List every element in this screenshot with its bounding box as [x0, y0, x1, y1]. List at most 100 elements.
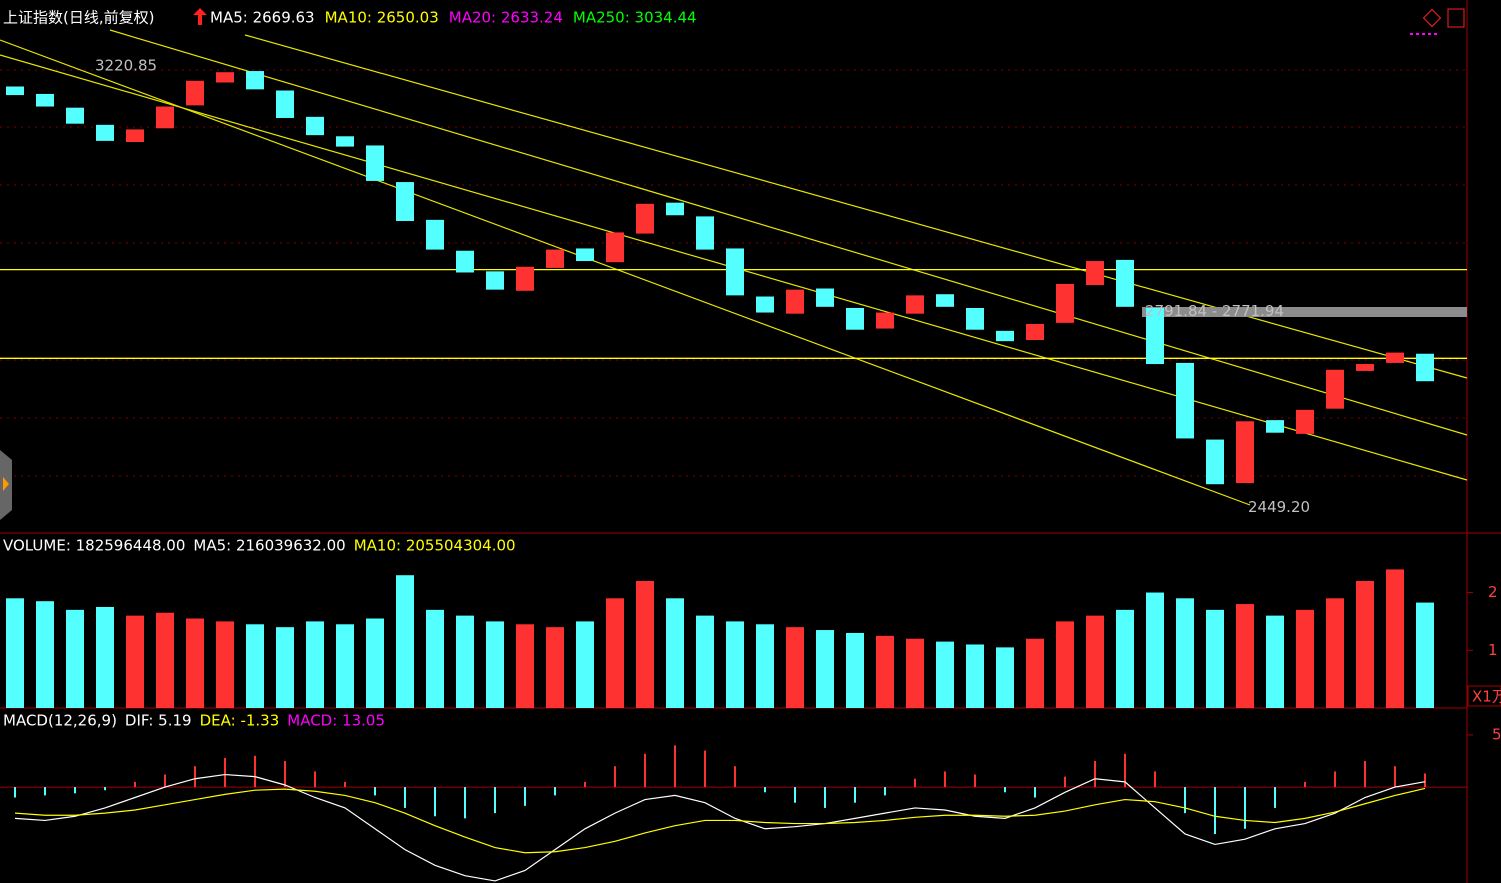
- indicator-label: MA10: 205504304.00: [354, 537, 516, 555]
- candle-body: [966, 307, 984, 330]
- header: 上证指数(日线,前复权): [3, 8, 207, 27]
- unit-label: X1万: [1472, 688, 1501, 706]
- candle-body: [426, 219, 444, 250]
- y-tick-label: 5: [1492, 725, 1501, 743]
- volume-bar: [6, 598, 24, 708]
- candle-body: [1386, 352, 1404, 363]
- candle-body: [96, 124, 114, 141]
- volume-bar: [396, 575, 414, 708]
- indicator-label: MA250: 3034.44: [573, 9, 697, 27]
- volume-bar: [1056, 621, 1074, 708]
- volume-bar: [1236, 604, 1254, 708]
- candle-body: [636, 203, 654, 234]
- candle-body: [726, 248, 744, 296]
- window-button[interactable]: [1447, 8, 1465, 28]
- volume-bar: [816, 630, 834, 708]
- candle-body: [1356, 364, 1374, 371]
- candle-body: [906, 295, 924, 314]
- volume-bar: [426, 609, 444, 708]
- candle-body: [396, 182, 414, 221]
- candle-body: [786, 289, 804, 314]
- candle-body: [666, 202, 684, 216]
- volume-bar: [576, 621, 594, 708]
- dea-line: [14, 787, 1426, 854]
- volume-bar: [636, 580, 654, 708]
- volume-bar: [546, 627, 564, 708]
- candle-body: [126, 129, 144, 143]
- volume-bar: [156, 612, 174, 708]
- candle-body: [1056, 283, 1074, 323]
- volume-bar: [1026, 638, 1044, 708]
- volume-bar: [276, 627, 294, 708]
- volume-bar: [1086, 615, 1104, 708]
- volume-bar: [336, 624, 354, 708]
- candle-body: [696, 216, 714, 250]
- volume-bar: [666, 598, 684, 708]
- indicator-label: VOLUME: 182596448.00: [3, 537, 185, 555]
- volume-bar: [936, 641, 954, 708]
- volume-bar: [126, 615, 144, 708]
- chart-title: 上证指数(日线,前复权): [3, 9, 154, 27]
- indicator-label: MA10: 2650.03: [325, 9, 439, 27]
- candle-body: [1026, 323, 1044, 341]
- indicator-label: DIF: 5.19: [125, 712, 192, 730]
- candle-body: [276, 90, 294, 118]
- side-tab-arrow: [3, 477, 9, 491]
- candle-body: [1086, 261, 1104, 286]
- volume-bar: [1116, 609, 1134, 708]
- volume-bar: [996, 647, 1014, 708]
- candle-body: [1236, 421, 1254, 484]
- candle-body: [1146, 307, 1164, 365]
- candle-body: [366, 145, 384, 181]
- indicator-label: MACD: 13.05: [287, 712, 385, 730]
- candle-body: [1326, 369, 1344, 409]
- volume-bar: [96, 606, 114, 708]
- candle-body: [816, 288, 834, 307]
- volume-bar: [876, 635, 894, 708]
- candle-body: [336, 136, 354, 147]
- volume-bar: [786, 627, 804, 708]
- volume-bar: [966, 644, 984, 708]
- diamond-button[interactable]: [1422, 8, 1442, 28]
- volume-bar: [516, 624, 534, 708]
- candle-body: [1176, 362, 1194, 439]
- indicator-label: DEA: -1.33: [200, 712, 280, 730]
- volume-bar: [66, 609, 84, 708]
- volume-bar: [486, 621, 504, 708]
- candle-body: [156, 106, 174, 129]
- volume-bar: [36, 601, 54, 708]
- candle-body: [486, 271, 504, 290]
- candle-body: [876, 312, 894, 329]
- candle-body: [756, 296, 774, 313]
- volume-bar: [1326, 598, 1344, 708]
- price-annotation: 2791.84 - 2771.94: [1145, 302, 1284, 320]
- candle-body: [186, 80, 204, 106]
- candle-body: [246, 71, 264, 90]
- volume-bar: [1146, 592, 1164, 708]
- volume-bar: [726, 621, 744, 708]
- candle-body: [1296, 409, 1314, 434]
- price-annotation: 3220.85: [95, 56, 157, 74]
- candle-body: [516, 266, 534, 291]
- volume-bar: [1416, 602, 1434, 708]
- candle-body: [606, 232, 624, 263]
- volume-bar: [606, 598, 624, 708]
- volume-bar: [1176, 598, 1194, 708]
- y-tick-label: 2: [1488, 583, 1498, 601]
- gap-band: [1142, 307, 1467, 317]
- candle-body: [1416, 353, 1434, 382]
- up-arrow-icon: [193, 8, 207, 25]
- volume-bar: [186, 618, 204, 708]
- volume-bar: [216, 621, 234, 708]
- unit-box: [1467, 685, 1501, 707]
- candle-body: [1266, 420, 1284, 433]
- y-tick-label: 1: [1488, 641, 1498, 659]
- candle-body: [216, 72, 234, 83]
- candle-body: [6, 86, 24, 96]
- candle-body: [1116, 259, 1134, 307]
- volume-bar: [756, 624, 774, 708]
- candle-body: [456, 250, 474, 273]
- candle-body: [66, 107, 84, 124]
